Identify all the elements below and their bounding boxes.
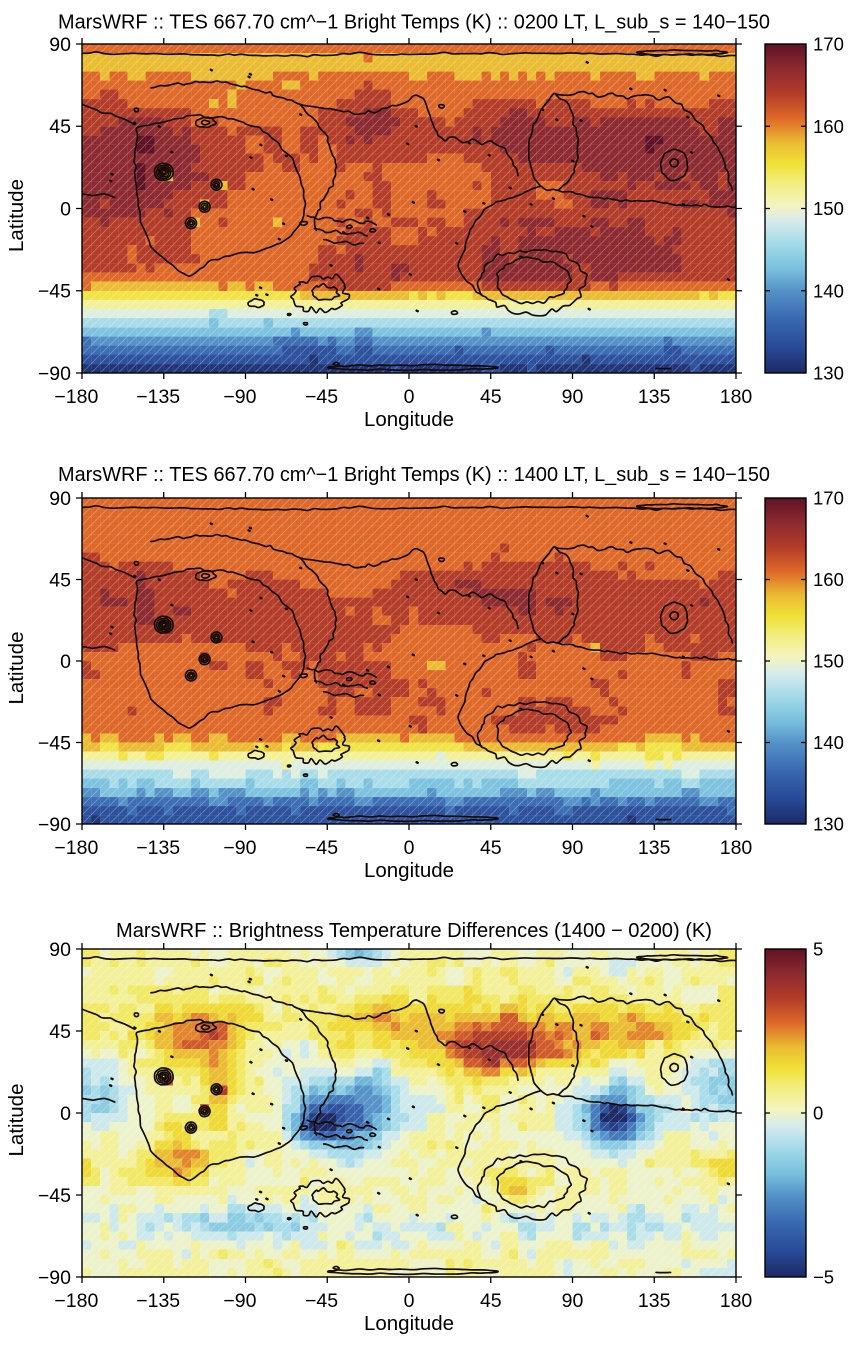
svg-text:135: 135: [638, 386, 671, 408]
svg-text:Longitude: Longitude: [364, 1312, 454, 1335]
svg-text:135: 135: [638, 1290, 671, 1312]
svg-text:90: 90: [562, 837, 584, 859]
svg-text:160: 160: [813, 116, 844, 137]
svg-text:0: 0: [813, 1103, 823, 1124]
svg-text:150: 150: [813, 198, 844, 219]
svg-text:−180: −180: [54, 386, 98, 408]
svg-text:150: 150: [813, 651, 844, 672]
svg-text:180: 180: [720, 837, 753, 859]
svg-text:Longitude: Longitude: [364, 859, 454, 882]
svg-text:140: 140: [813, 280, 844, 301]
svg-text:45: 45: [480, 837, 502, 859]
svg-text:−45: −45: [38, 1185, 71, 1207]
svg-text:135: 135: [638, 837, 671, 859]
svg-text:5: 5: [813, 939, 823, 960]
svg-text:45: 45: [480, 386, 502, 408]
svg-text:160: 160: [813, 569, 844, 590]
svg-text:Latitude: Latitude: [5, 1084, 28, 1157]
svg-text:MarsWRF :: TES 667.70 cm^−1 Br: MarsWRF :: TES 667.70 cm^−1 Bright Temps…: [58, 464, 770, 486]
svg-text:−90: −90: [38, 1267, 71, 1289]
svg-text:90: 90: [562, 1290, 584, 1312]
svg-text:−90: −90: [223, 837, 256, 859]
svg-text:−90: −90: [38, 363, 71, 385]
svg-text:180: 180: [720, 1290, 753, 1312]
svg-text:170: 170: [813, 34, 844, 55]
svg-text:90: 90: [49, 939, 71, 961]
svg-text:−135: −135: [136, 386, 180, 408]
svg-text:Longitude: Longitude: [364, 408, 454, 431]
svg-text:Latitude: Latitude: [5, 632, 28, 705]
svg-text:−45: −45: [38, 281, 71, 303]
svg-text:−45: −45: [305, 386, 338, 408]
svg-text:−5: −5: [813, 1267, 834, 1288]
svg-text:−90: −90: [223, 386, 256, 408]
svg-text:45: 45: [480, 1290, 502, 1312]
svg-text:90: 90: [49, 488, 71, 510]
svg-text:−45: −45: [38, 732, 71, 754]
svg-text:MarsWRF :: Brightness Temperat: MarsWRF :: Brightness Temperature Differ…: [116, 920, 712, 942]
svg-text:−180: −180: [54, 837, 98, 859]
svg-text:140: 140: [813, 732, 844, 753]
svg-text:−135: −135: [136, 1290, 180, 1312]
svg-text:90: 90: [562, 386, 584, 408]
svg-text:180: 180: [720, 386, 753, 408]
svg-text:Latitude: Latitude: [5, 179, 28, 252]
svg-text:45: 45: [49, 116, 71, 138]
svg-text:0: 0: [60, 1103, 71, 1125]
svg-text:0: 0: [404, 837, 415, 859]
svg-text:90: 90: [49, 34, 71, 56]
svg-text:0: 0: [60, 651, 71, 673]
svg-text:−180: −180: [54, 1290, 98, 1312]
svg-text:−135: −135: [136, 837, 180, 859]
svg-text:−90: −90: [38, 814, 71, 836]
svg-text:0: 0: [404, 1290, 415, 1312]
svg-text:MarsWRF :: TES 667.70 cm^−1 Br: MarsWRF :: TES 667.70 cm^−1 Bright Temps…: [58, 12, 770, 34]
svg-text:170: 170: [813, 488, 844, 509]
svg-text:0: 0: [404, 386, 415, 408]
svg-text:130: 130: [813, 814, 844, 835]
svg-text:45: 45: [49, 1021, 71, 1043]
svg-text:45: 45: [49, 569, 71, 591]
svg-text:−90: −90: [223, 1290, 256, 1312]
svg-text:−45: −45: [305, 837, 338, 859]
svg-text:0: 0: [60, 198, 71, 220]
svg-text:−45: −45: [305, 1290, 338, 1312]
svg-text:130: 130: [813, 363, 844, 384]
